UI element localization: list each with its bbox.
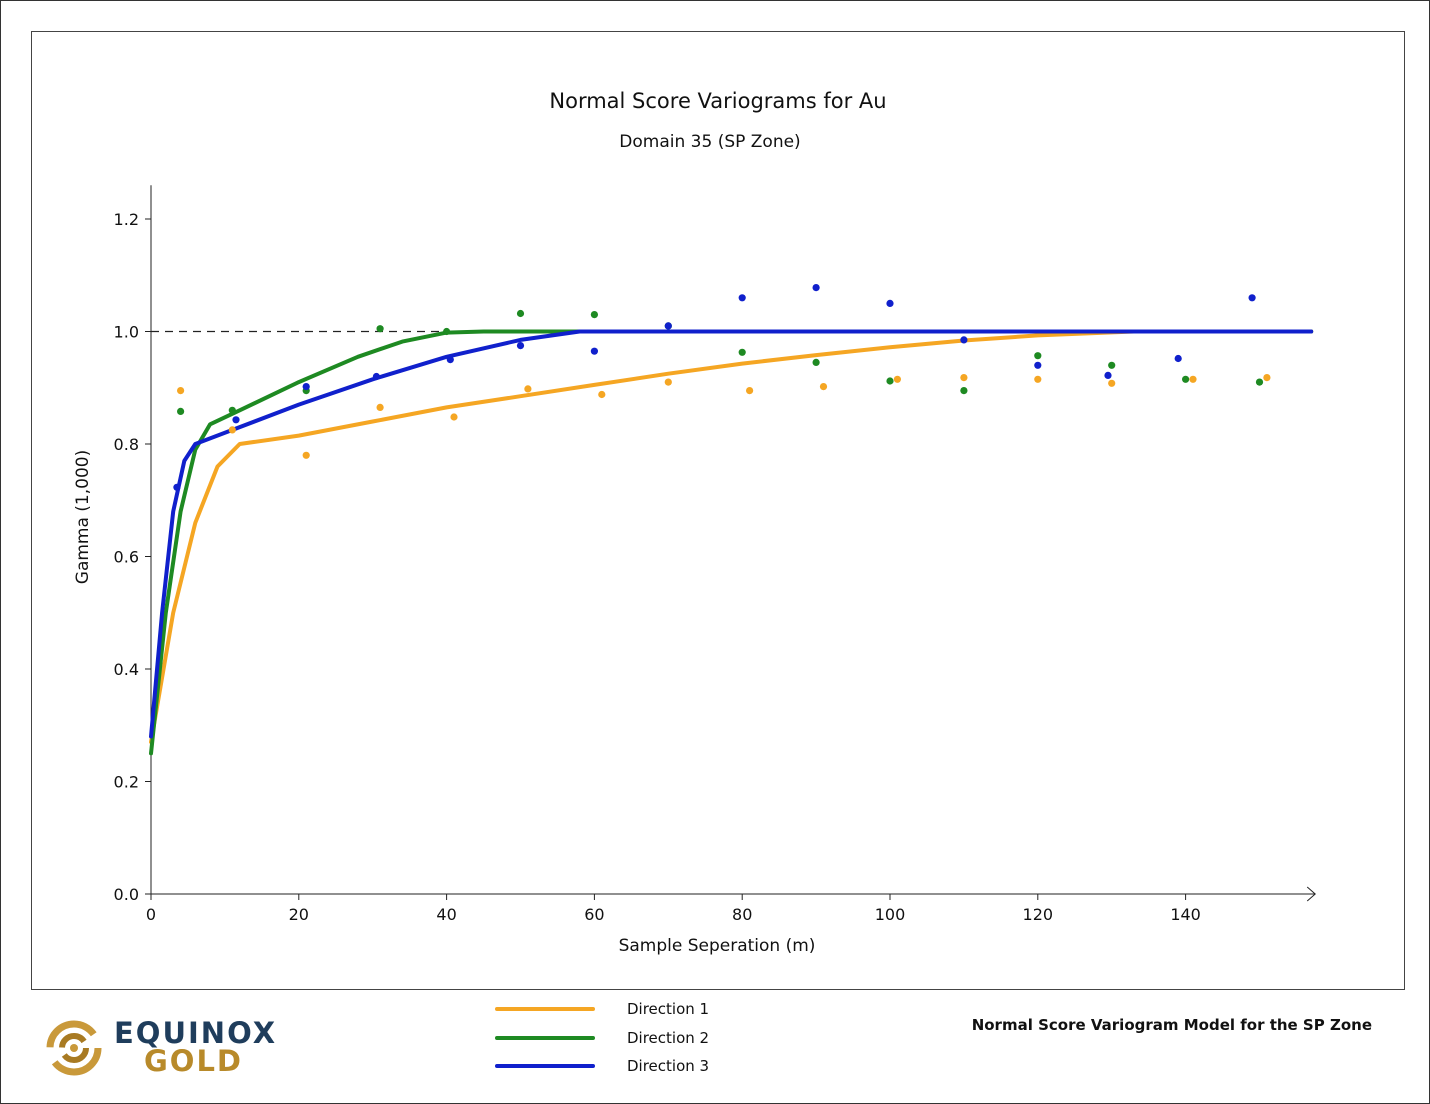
data-point-direction-1 [177,387,185,395]
legend-item-direction-2: Direction 2 [495,1027,795,1049]
data-point-direction-2 [1034,352,1042,360]
logo-mark-icon [46,1020,102,1076]
variogram-chart: Normal Score Variograms for Au Domain 35… [73,89,1316,956]
data-point-direction-3 [1174,354,1182,363]
y-tick-label: 0.8 [114,435,139,454]
data-point-direction-2 [738,348,746,356]
data-point-direction-2 [1182,375,1190,383]
data-point-direction-2 [376,325,384,333]
data-point-direction-3 [1034,361,1042,369]
data-point-direction-1 [1189,375,1197,383]
y-tick-label: 0.2 [114,773,139,792]
data-point-direction-2 [812,358,820,366]
data-point-direction-3 [372,372,380,381]
data-point-direction-2 [177,407,185,415]
logo-text-equinox: EQUINOX [114,1016,278,1050]
x-tick-label: 20 [289,905,309,924]
legend-item-direction-3: Direction 3 [495,1055,795,1077]
data-point-direction-3 [664,322,672,330]
data-point-direction-1 [376,403,384,411]
data-point-direction-3 [173,483,181,491]
data-point-direction-1 [1034,375,1042,383]
legend-label-direction-1: Direction 1 [627,1000,710,1018]
data-point-direction-2 [960,387,968,395]
data-point-direction-2 [228,406,236,414]
data-point-direction-1 [598,390,606,399]
data-point-direction-3 [812,284,820,292]
x-tick-label: 60 [584,905,604,924]
legend-swatch-direction-2 [495,1036,595,1040]
data-point-direction-2 [1255,378,1264,386]
x-tick-label: 80 [732,905,752,924]
chart-title: Normal Score Variograms for Au [549,89,886,113]
y-tick-label: 1.2 [114,210,139,229]
data-point-direction-3 [1248,294,1256,302]
legend-swatch-direction-1 [495,1007,595,1011]
data-point-direction-1 [746,387,754,395]
data-point-direction-3 [302,383,310,391]
legend-label-direction-2: Direction 2 [627,1029,710,1047]
data-point-direction-2 [443,327,451,336]
legend-item-direction-1: Direction 1 [495,998,795,1020]
data-point-direction-2 [516,309,525,318]
data-point-direction-2 [886,377,894,385]
logo-text-gold: GOLD [144,1044,244,1078]
chart-subtitle: Domain 35 (SP Zone) [619,132,800,152]
data-point-direction-1 [450,413,458,421]
data-point-direction-3 [446,356,454,364]
y-tick-label: 0.0 [114,885,139,904]
x-tick-label: 100 [875,905,906,924]
y-tick-label: 1.0 [114,323,139,342]
legend-swatch-direction-3 [495,1064,595,1068]
chart-frame [31,31,1405,990]
data-point-direction-2 [1108,361,1116,369]
data-point-direction-1 [524,385,532,393]
data-point-direction-3 [516,342,525,350]
data-point-direction-3 [232,416,240,424]
data-point-direction-1 [228,426,236,434]
equinox-gold-logo: EQUINOX GOLD [44,1016,284,1078]
x-axis-label: Sample Seperation (m) [619,936,816,956]
data-point-direction-1 [1108,379,1116,387]
data-point-direction-3 [590,347,599,355]
figure-caption: Normal Score Variogram Model for the SP … [971,1016,1372,1034]
model-curve-direction-3 [149,329,1314,739]
data-point-direction-2 [590,311,599,319]
data-point-direction-1 [1263,374,1271,382]
data-point-direction-1 [302,451,310,459]
data-point-direction-3 [738,294,746,302]
data-point-direction-3 [886,299,894,307]
data-point-direction-1 [664,378,672,386]
y-tick-label: 0.6 [114,548,139,567]
x-tick-label: 140 [1170,905,1201,924]
legend-label-direction-3: Direction 3 [627,1057,710,1075]
data-point-direction-1 [893,375,902,383]
y-axis-label: Gamma (1,000) [73,450,93,584]
x-axis-arrow [1306,886,1316,902]
data-point-direction-1 [960,374,968,382]
x-tick-label: 40 [436,905,456,924]
data-point-direction-1 [819,383,828,391]
x-tick-label: 120 [1023,905,1054,924]
model-curve-direction-2 [149,329,1314,756]
model-curve-direction-1 [149,329,1314,745]
data-point-direction-3 [1104,371,1112,379]
x-tick-label: 0 [146,905,156,924]
y-tick-label: 0.4 [114,660,139,679]
data-point-direction-3 [960,336,968,344]
